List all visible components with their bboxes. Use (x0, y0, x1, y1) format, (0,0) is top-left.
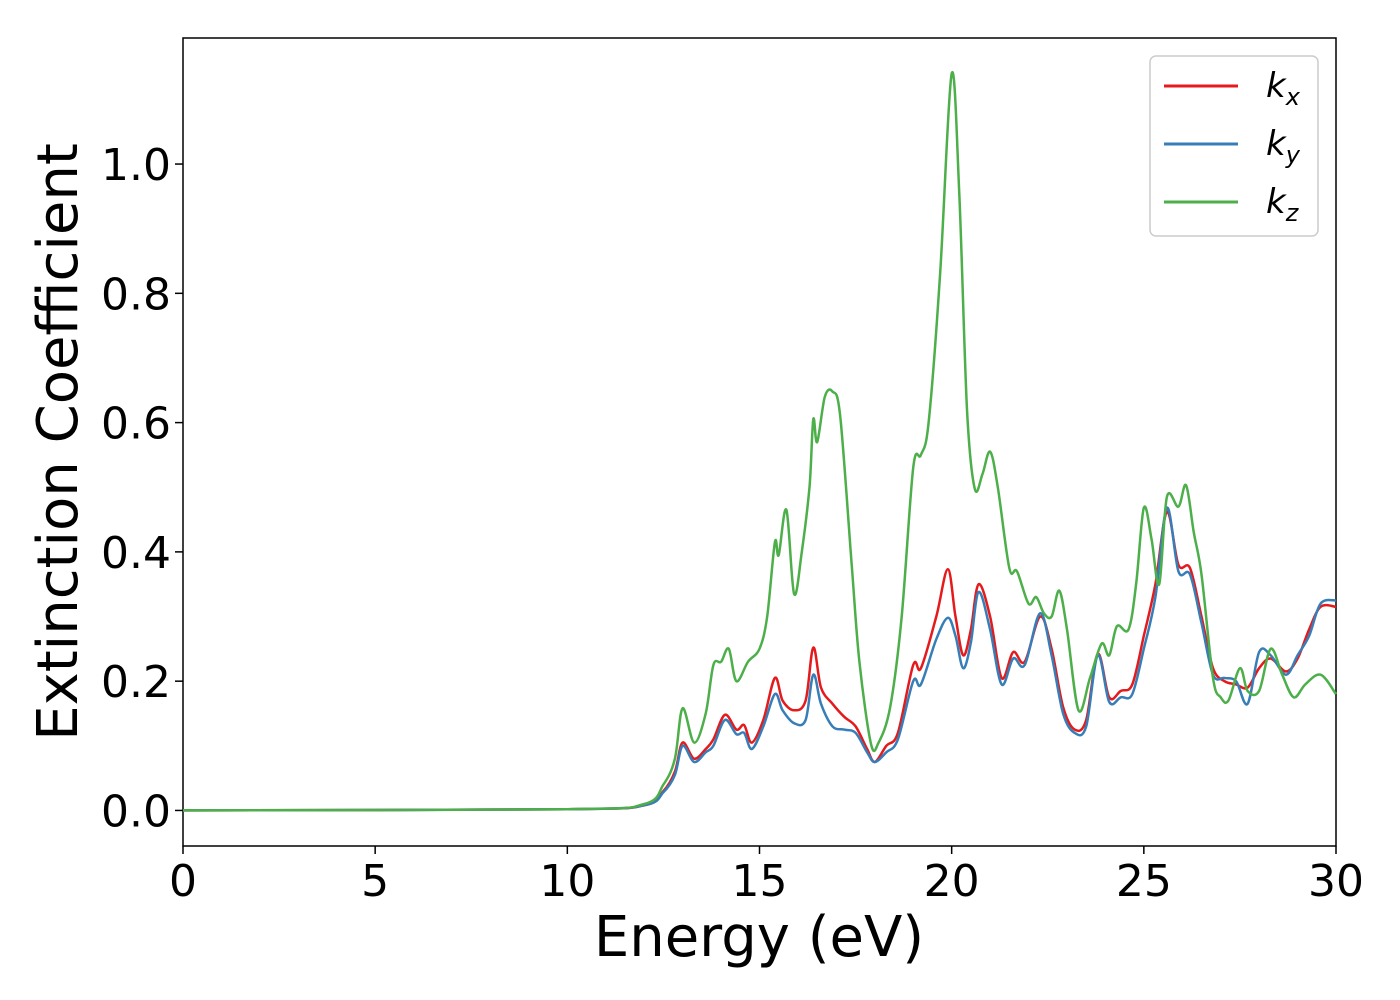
x-axis-ticks: 0 5 10 15 20 25 30 (169, 846, 1364, 907)
series-line-kx (182, 510, 1337, 812)
x-tick-label: 5 (361, 856, 389, 907)
legend-label-base: k (1266, 182, 1287, 222)
legend-label-subscript: y (1285, 141, 1301, 169)
y-tick-label: 0.4 (101, 528, 171, 579)
plot-area (182, 37, 1337, 847)
y-tick-label: 0.6 (101, 399, 171, 450)
x-axis-title: Energy (eV) (594, 905, 924, 970)
y-tick-label: 0.2 (101, 657, 171, 708)
x-tick-label: 10 (539, 856, 595, 907)
legend-label-base: k (1266, 124, 1287, 164)
series-line-ky (182, 506, 1337, 812)
y-tick-label: 0.8 (101, 269, 171, 320)
x-tick-label: 30 (1308, 856, 1364, 907)
legend-box (1149, 55, 1319, 237)
x-tick-label: 15 (732, 856, 788, 907)
legend-label-kz: kz (1266, 182, 1300, 227)
legend-label-base: k (1266, 66, 1287, 106)
legend-label-ky: ky (1266, 124, 1301, 169)
y-tick-label: 0.0 (101, 786, 171, 837)
legend-label-subscript: x (1285, 83, 1301, 111)
y-tick-label: 1.0 (101, 140, 171, 191)
legend-label-kx: kx (1266, 66, 1301, 111)
series-line-kz (182, 70, 1338, 812)
legend-label-subscript: z (1285, 199, 1300, 227)
x-tick-label: 0 (169, 856, 197, 907)
y-axis-ticks: 0.0 0.2 0.4 0.6 0.8 1.0 (101, 140, 183, 837)
y-axis-title: Extinction Coefficient (26, 143, 91, 741)
x-tick-label: 25 (1116, 856, 1172, 907)
x-tick-label: 20 (924, 856, 980, 907)
series-lines (182, 70, 1338, 812)
